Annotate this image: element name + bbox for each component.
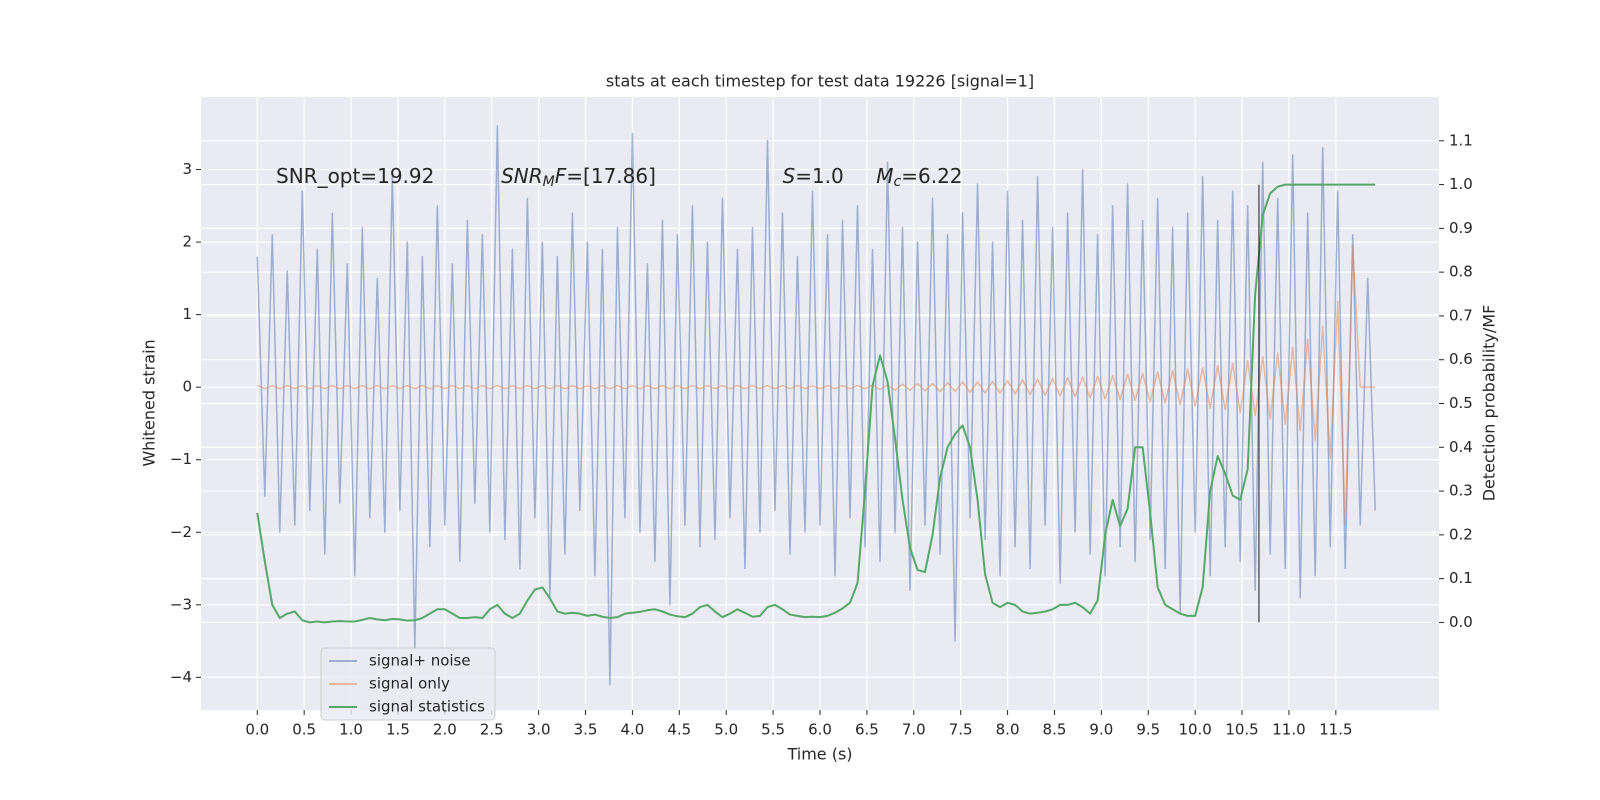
y2-tick-label: 0.1 [1449,569,1473,587]
y2-axis-label: Detection probability/MF [1480,305,1499,502]
x-tick-label: 7.5 [949,721,973,739]
y2-tick-label: 0.4 [1449,438,1473,456]
y2-tick-label: 1.1 [1449,131,1473,149]
x-tick-label: 0.5 [292,721,316,739]
y2-tick-label: 0.7 [1449,306,1473,324]
x-tick-label: 3.0 [527,721,551,739]
x-tick-label: 3.5 [574,721,598,739]
x-tick-label: 1.5 [386,721,410,739]
x-tick-label: 0.0 [245,721,269,739]
annotation: SNRMF=[17.86] [501,163,656,190]
x-tick-label: 10.0 [1178,721,1211,739]
x-tick-label: 5.0 [714,721,738,739]
annotation: SNR_opt=19.92 [276,163,434,187]
series-line [256,125,1376,686]
y2-tick-label: 0.8 [1449,263,1473,281]
annotation: Mc=6.22 [876,163,962,190]
x-tick-label: 8.5 [1043,721,1067,739]
y2-tick-label: 0.3 [1449,482,1473,500]
chart-title: stats at each timestep for test data 192… [606,72,1034,91]
annotation-part: M [543,174,555,190]
y-tick-label: 1 [182,305,192,323]
series-line [256,183,1376,624]
y-tick-label: 2 [182,233,192,251]
x-tick-label: 4.0 [620,721,644,739]
x-tick-label: 11.5 [1319,721,1352,739]
annotation-part: c [894,174,902,190]
annotation-part: F [555,163,567,187]
x-tick-label: 9.5 [1136,721,1160,739]
legend-label: signal+ noise [369,652,471,670]
y2-tick-label: 0.9 [1449,219,1473,237]
y2-tick-label: 1.0 [1449,175,1473,193]
y-tick-label: −1 [170,450,192,468]
y-tick-label: 0 [182,378,192,396]
y-tick-label: 3 [182,160,192,178]
x-tick-label: 9.0 [1089,721,1113,739]
x-axis-label: Time (s) [786,745,852,764]
annotation-part: =1.0 [795,163,844,187]
x-tick-label: 10.5 [1225,721,1258,739]
y2-tick-label: 0.0 [1449,613,1473,631]
x-tick-label: 2.5 [480,721,504,739]
annotation-part: S [782,163,795,187]
legend-box [320,647,496,721]
x-tick-label: 4.5 [667,721,691,739]
annotation-part: SNR_opt=19.92 [276,163,434,187]
legend-label: signal statistics [369,698,485,716]
y2-tick-label: 0.6 [1449,350,1473,368]
y-tick-label: −4 [170,668,192,686]
series-line [256,244,1376,526]
y-tick-label: −3 [170,595,192,613]
x-tick-label: 7.0 [902,721,926,739]
x-tick-label: 5.5 [761,721,785,739]
x-tick-label: 8.0 [996,721,1020,739]
y2-tick-label: 0.2 [1449,525,1473,543]
x-tick-label: 6.5 [855,721,879,739]
y-axis-label: Whitened strain [140,339,159,466]
x-tick-label: 6.0 [808,721,832,739]
y2-tick-label: 0.5 [1449,394,1473,412]
x-tick-label: 1.0 [339,721,363,739]
annotation-part: M [876,163,893,187]
annotation-part: =6.22 [901,163,962,187]
annotation-part: =[17.86] [566,163,656,187]
annotation-part: SNR [501,163,543,187]
x-tick-label: 2.0 [433,721,457,739]
y-tick-label: −2 [170,523,192,541]
annotation: S=1.0 [782,163,843,187]
grid [201,97,1439,710]
legend-label: signal only [369,675,450,693]
x-tick-label: 11.0 [1272,721,1305,739]
